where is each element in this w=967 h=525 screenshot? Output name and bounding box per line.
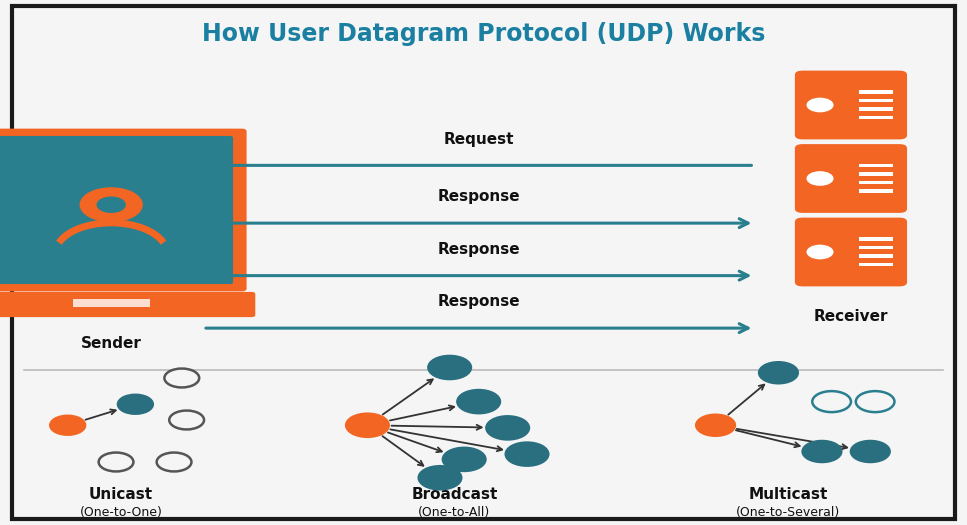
FancyBboxPatch shape (0, 136, 233, 284)
Circle shape (99, 453, 133, 471)
Text: (One-to-Several): (One-to-Several) (736, 506, 840, 519)
FancyBboxPatch shape (859, 262, 893, 266)
FancyBboxPatch shape (859, 116, 893, 119)
Circle shape (856, 391, 894, 412)
Circle shape (506, 443, 548, 466)
Circle shape (164, 369, 199, 387)
FancyBboxPatch shape (859, 107, 893, 111)
Text: Response: Response (437, 295, 520, 309)
Circle shape (851, 441, 890, 462)
Text: (One-to-All): (One-to-All) (419, 506, 490, 519)
Text: Sender: Sender (81, 337, 141, 351)
Circle shape (806, 245, 834, 259)
FancyBboxPatch shape (859, 181, 893, 184)
Text: Broadcast: Broadcast (411, 487, 498, 502)
Text: Multicast: Multicast (748, 487, 828, 502)
Circle shape (759, 362, 798, 383)
Text: Request: Request (444, 132, 513, 146)
Text: Response: Response (437, 190, 520, 204)
FancyBboxPatch shape (73, 299, 150, 307)
FancyBboxPatch shape (859, 237, 893, 241)
FancyBboxPatch shape (859, 99, 893, 102)
Circle shape (428, 356, 471, 379)
FancyBboxPatch shape (859, 189, 893, 193)
Circle shape (486, 416, 529, 439)
Circle shape (169, 411, 204, 429)
Circle shape (50, 416, 85, 435)
Circle shape (443, 448, 485, 471)
Circle shape (806, 171, 834, 186)
FancyBboxPatch shape (859, 164, 893, 167)
FancyBboxPatch shape (859, 90, 893, 94)
Text: How User Datagram Protocol (UDP) Works: How User Datagram Protocol (UDP) Works (202, 22, 765, 46)
FancyBboxPatch shape (12, 6, 955, 519)
Circle shape (696, 415, 735, 436)
Text: (One-to-One): (One-to-One) (79, 506, 162, 519)
Circle shape (419, 466, 461, 489)
Circle shape (157, 453, 191, 471)
Circle shape (98, 197, 125, 212)
FancyBboxPatch shape (859, 246, 893, 249)
Text: Response: Response (437, 242, 520, 257)
FancyBboxPatch shape (0, 129, 247, 291)
Circle shape (806, 98, 834, 112)
Circle shape (346, 414, 389, 437)
FancyBboxPatch shape (795, 70, 907, 139)
Circle shape (812, 391, 851, 412)
FancyBboxPatch shape (795, 217, 907, 287)
FancyBboxPatch shape (859, 172, 893, 176)
FancyBboxPatch shape (859, 254, 893, 258)
Circle shape (457, 390, 500, 413)
FancyBboxPatch shape (0, 292, 255, 317)
Text: Receiver: Receiver (813, 309, 889, 324)
FancyBboxPatch shape (795, 144, 907, 213)
Circle shape (803, 441, 841, 462)
Circle shape (118, 395, 153, 414)
Text: Unicast: Unicast (89, 487, 153, 502)
Circle shape (80, 188, 142, 222)
